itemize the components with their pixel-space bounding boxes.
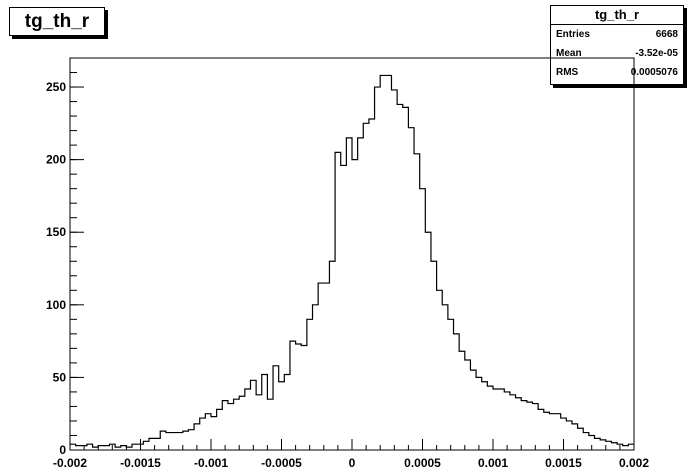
histogram-line [70,74,634,448]
stats-value: 0.0005076 [630,67,678,78]
x-tick-label: 0.002 [619,456,649,470]
stats-value: 6668 [655,29,678,40]
stats-row-rms: RMS 0.0005076 [551,63,683,82]
y-tick-label: 200 [46,153,66,167]
stats-row-entries: Entries 6668 [551,25,683,44]
stats-label: Entries [556,29,590,40]
x-tick-label: 0.0005 [404,456,441,470]
y-tick-label: 250 [46,80,66,94]
x-tick-label: 0 [349,456,356,470]
stats-label: Mean [556,48,582,59]
y-tick-label: 150 [46,225,66,239]
x-tick-label: -0.0015 [120,456,161,470]
y-tick-label: 100 [46,298,66,312]
statistics-box: tg_th_r Entries 6668 Mean -3.52e-05 RMS … [550,5,684,85]
stats-value: -3.52e-05 [635,48,678,59]
x-tick-label: -0.001 [194,456,228,470]
y-tick-label: 0 [59,443,66,457]
x-tick-label: 0.001 [478,456,508,470]
stats-title: tg_th_r [551,6,683,25]
stats-label: RMS [556,67,579,78]
x-tick-label: -0.0005 [261,456,302,470]
stats-row-mean: Mean -3.52e-05 [551,44,683,63]
x-tick-label: 0.0015 [545,456,582,470]
plot-frame [69,57,635,451]
histogram-title: tg_th_r [24,11,90,32]
histogram-title-box: tg_th_r [9,7,105,36]
x-tick-label: -0.002 [53,456,87,470]
y-tick-label: 50 [53,370,67,384]
